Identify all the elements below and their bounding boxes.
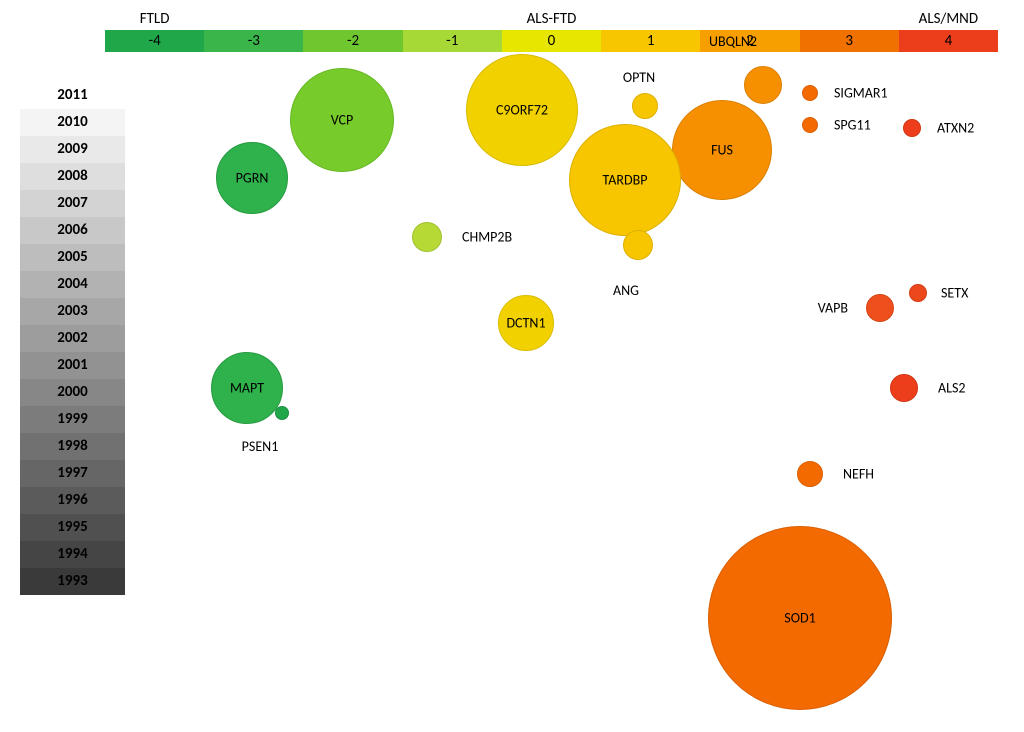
year-label: 2011 xyxy=(20,82,125,109)
year-label: 1998 xyxy=(20,433,125,460)
year-label: 1999 xyxy=(20,406,125,433)
gene-label-sigmar1: SIGMAR1 xyxy=(834,85,888,102)
legend-cell: -2 xyxy=(303,30,402,52)
legend-cell: -4 xyxy=(105,30,204,52)
year-label: 2002 xyxy=(20,325,125,352)
gene-label-ang: ANG xyxy=(613,282,639,299)
gene-bubble-ang xyxy=(623,230,653,260)
year-label: 2003 xyxy=(20,298,125,325)
year-label: 1996 xyxy=(20,487,125,514)
gene-label-nefh: NEFH xyxy=(843,466,874,483)
year-label: 1993 xyxy=(20,568,125,595)
gene-label-mapt: MAPT xyxy=(230,380,264,397)
gene-bubble-ubqln2 xyxy=(744,66,782,104)
year-label: 2010 xyxy=(20,109,125,136)
gene-label-pgrn: PGRN xyxy=(236,170,269,187)
gene-label-setx: SETX xyxy=(941,285,968,302)
gene-label-fus: FUS xyxy=(711,142,733,159)
year-label: 2001 xyxy=(20,352,125,379)
gene-label-psen1: PSEN1 xyxy=(242,438,279,455)
legend-cell: -3 xyxy=(204,30,303,52)
year-label: 2006 xyxy=(20,217,125,244)
year-label: 2004 xyxy=(20,271,125,298)
year-label: 1995 xyxy=(20,514,125,541)
gene-label-als2: ALS2 xyxy=(938,380,966,397)
legend-label-als-mnd: ALS/MND xyxy=(919,10,978,28)
gene-label-dctn1: DCTN1 xyxy=(506,315,545,332)
year-label: 1997 xyxy=(20,460,125,487)
gene-bubble-spg11 xyxy=(802,117,818,133)
gene-label-vapb: VAPB xyxy=(818,300,848,317)
gene-label-chmp2b: CHMP2B xyxy=(462,229,512,246)
year-label: 2009 xyxy=(20,136,125,163)
gene-label-tardbp: TARDBP xyxy=(603,172,648,189)
legend-cell: 0 xyxy=(502,30,601,52)
year-label: 2008 xyxy=(20,163,125,190)
gene-label-vcp: VCP xyxy=(331,112,354,129)
legend-cell: 3 xyxy=(800,30,899,52)
gene-bubble-nefh xyxy=(797,461,823,487)
gene-label-optn: OPTN xyxy=(623,69,655,86)
gene-bubble-atxn2 xyxy=(903,119,921,137)
gene-bubble-als2 xyxy=(890,374,918,402)
gene-bubble-sigmar1 xyxy=(802,85,818,101)
gene-label-sod1: SOD1 xyxy=(784,610,815,627)
gene-bubble-chart: FTLDALS-FTDALS/MND-4-3-2-101234201120102… xyxy=(0,0,1024,732)
gene-bubble-optn xyxy=(632,93,658,119)
year-label: 2007 xyxy=(20,190,125,217)
legend-cell: 1 xyxy=(601,30,700,52)
year-label: 2005 xyxy=(20,244,125,271)
gene-label-atxn2: ATXN2 xyxy=(937,120,974,137)
legend-label-als-ftd: ALS-FTD xyxy=(527,10,577,28)
year-label: 1994 xyxy=(20,541,125,568)
year-label: 2000 xyxy=(20,379,125,406)
gene-bubble-setx xyxy=(909,284,927,302)
legend-label-ftld: FTLD xyxy=(140,10,170,28)
gene-label-c9orf72: C9ORF72 xyxy=(496,102,548,119)
gene-bubble-vapb xyxy=(866,294,894,322)
legend-cell: -1 xyxy=(403,30,502,52)
gene-label-spg11: SPG11 xyxy=(834,117,871,134)
gene-label-ubqln2: UBQLN2 xyxy=(709,33,757,50)
legend-cell: 4 xyxy=(899,30,998,52)
gene-bubble-chmp2b xyxy=(412,222,442,252)
gene-bubble-psen1 xyxy=(275,406,289,420)
